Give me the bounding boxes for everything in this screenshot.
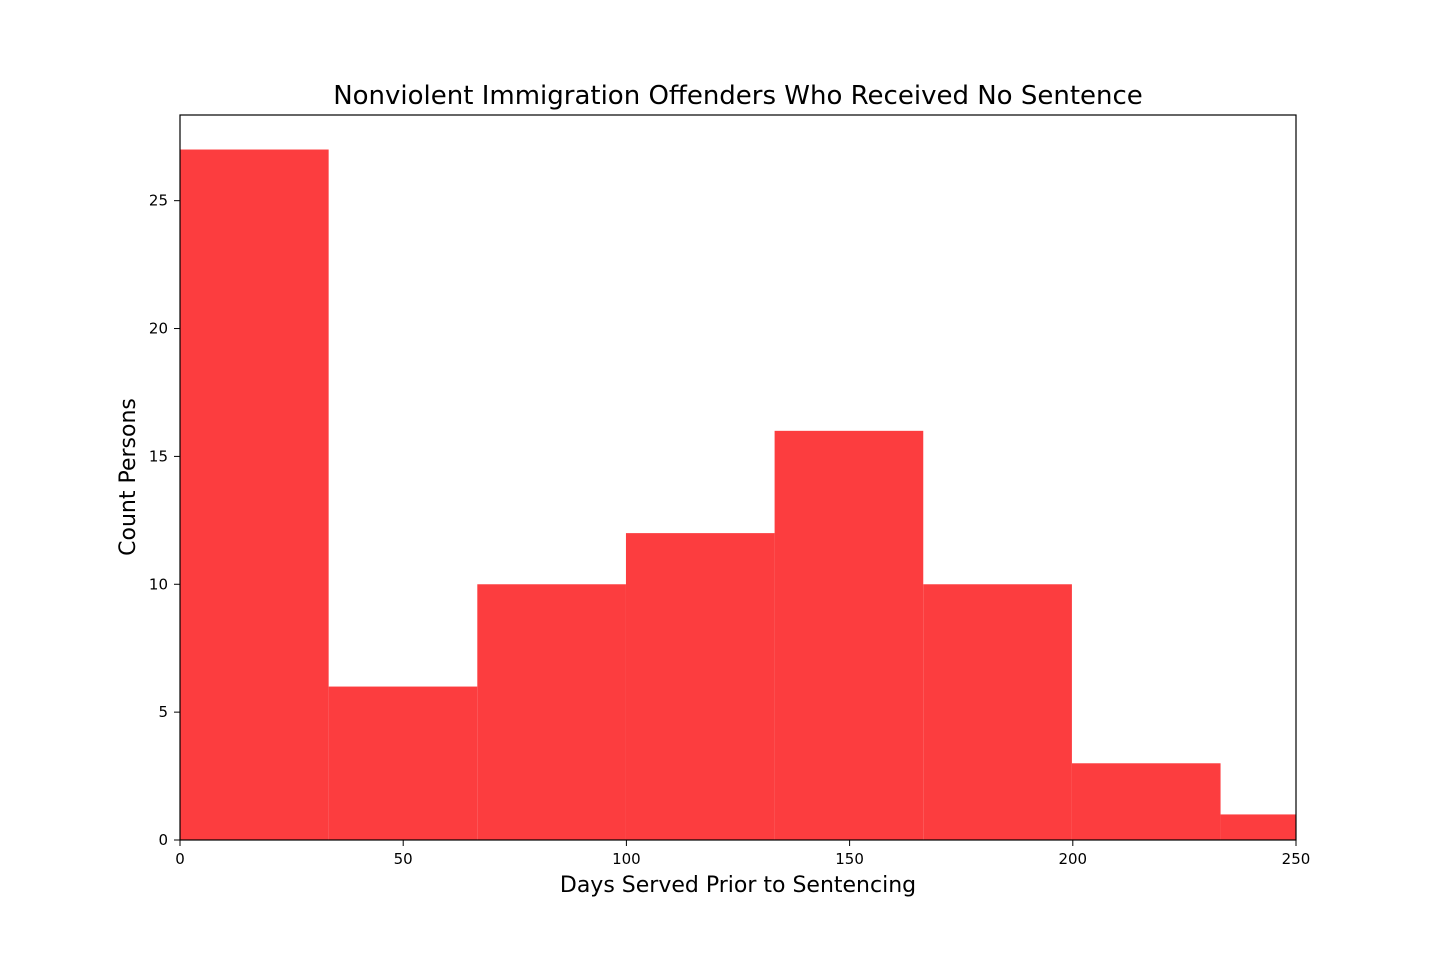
chart-title: Nonviolent Immigration Offenders Who Rec… [333, 81, 1143, 111]
histogram-bar [328, 686, 478, 840]
y-tick-label: 10 [149, 575, 168, 593]
bars-layer [180, 149, 1296, 840]
histogram-bar [1071, 763, 1221, 840]
histogram-bar [477, 584, 626, 840]
x-axis-label: Days Served Prior to Sentencing [560, 873, 916, 898]
histogram-bar [774, 430, 924, 840]
y-axis-label: Count Persons [116, 398, 141, 556]
x-tick-label: 200 [1058, 850, 1087, 868]
y-tick-label: 20 [149, 320, 168, 338]
y-tick-label: 25 [149, 192, 168, 210]
histogram-bar [923, 584, 1072, 840]
x-tick-label: 150 [835, 850, 864, 868]
y-tick-label: 15 [149, 447, 168, 465]
histogram-bar [625, 533, 775, 840]
x-tick-label: 0 [175, 850, 185, 868]
x-tick-label: 100 [612, 850, 641, 868]
x-tick-label: 250 [1282, 850, 1311, 868]
ticks-layer: 0 50 100 150 200 250 0 5 10 15 20 25 [149, 192, 1310, 868]
histogram-bar [1220, 814, 1296, 840]
histogram-bar [180, 149, 329, 840]
plot-frame [179, 114, 1297, 841]
x-tick-label: 50 [394, 850, 413, 868]
y-tick-label: 0 [158, 831, 168, 849]
y-tick-label: 5 [158, 703, 168, 721]
